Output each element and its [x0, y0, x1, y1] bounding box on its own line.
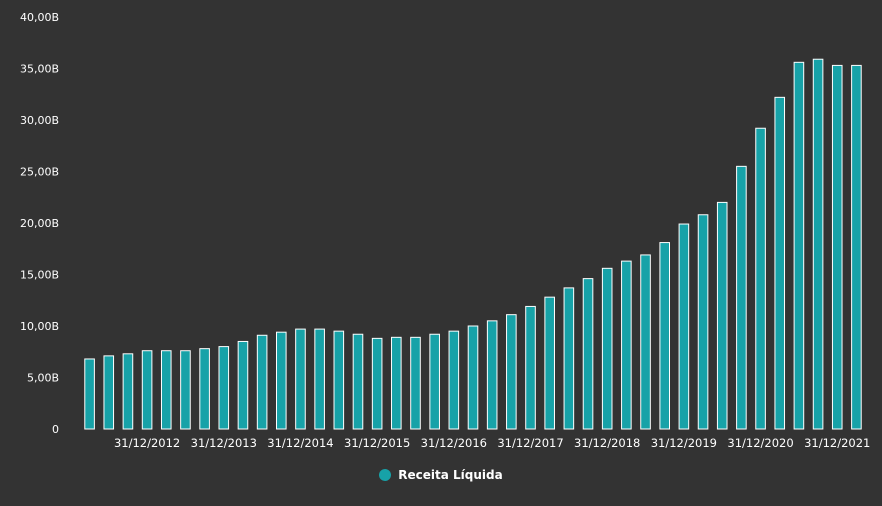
bar[interactable] — [506, 314, 517, 430]
x-tick-label: 31/12/2018 — [574, 436, 640, 450]
bar[interactable] — [429, 333, 440, 430]
bar[interactable] — [544, 296, 555, 430]
y-tick-label: 35,00B — [20, 63, 59, 76]
bar[interactable] — [103, 355, 115, 430]
y-tick-label: 30,00B — [20, 114, 59, 127]
bar[interactable] — [314, 328, 325, 430]
bar[interactable] — [716, 201, 728, 430]
bar[interactable] — [276, 331, 287, 430]
bar[interactable] — [352, 333, 364, 430]
legend-item-receita-liquida[interactable]: Receita Líquida — [379, 468, 503, 482]
bar[interactable] — [180, 350, 191, 430]
y-tick-label: 0 — [52, 423, 59, 436]
bar[interactable] — [256, 334, 268, 430]
bar[interactable] — [391, 336, 402, 430]
bar[interactable] — [601, 267, 613, 430]
bar-chart: 0 5,00B 10,00B 15,00B 20,00B 25,00B 30,00B 35,0… — [20, 11, 870, 450]
bar[interactable] — [333, 330, 345, 430]
bar[interactable] — [448, 330, 460, 430]
y-tick-label: 5,00B — [27, 372, 59, 385]
bar[interactable] — [736, 165, 747, 430]
legend-label: Receita Líquida — [398, 468, 503, 482]
bar[interactable] — [486, 320, 498, 430]
y-tick-label: 40,00B — [20, 11, 59, 24]
x-tick-label: 31/12/2013 — [191, 436, 257, 450]
bar[interactable] — [410, 336, 421, 430]
bar[interactable] — [793, 61, 805, 430]
bar[interactable] — [851, 64, 862, 430]
x-tick-label: 31/12/2020 — [727, 436, 793, 450]
x-tick-label: 31/12/2019 — [651, 436, 717, 450]
bar[interactable] — [525, 305, 536, 430]
x-tick-label: 31/12/2014 — [267, 436, 333, 450]
bar[interactable] — [563, 287, 575, 430]
bar[interactable] — [237, 340, 249, 430]
bar[interactable] — [199, 348, 210, 430]
y-tick-label: 15,00B — [20, 269, 59, 282]
bar[interactable] — [218, 346, 230, 430]
legend: Receita Líquida — [0, 468, 882, 482]
bar[interactable] — [678, 223, 690, 430]
bar[interactable] — [831, 64, 843, 430]
bar[interactable] — [371, 337, 383, 430]
bar[interactable] — [582, 278, 594, 430]
x-tick-label: 31/12/2015 — [344, 436, 410, 450]
bar[interactable] — [467, 325, 479, 430]
bar[interactable] — [697, 214, 709, 430]
bar[interactable] — [141, 350, 153, 430]
y-tick-label: 25,00B — [20, 166, 59, 179]
bar[interactable] — [659, 242, 670, 430]
x-tick-label: 31/12/2012 — [114, 436, 180, 450]
bar[interactable] — [160, 350, 172, 430]
bar[interactable] — [640, 254, 651, 430]
y-tick-label: 10,00B — [20, 320, 59, 333]
bar[interactable] — [295, 328, 306, 430]
bar[interactable] — [84, 358, 95, 430]
bar[interactable] — [774, 96, 786, 430]
bar[interactable] — [621, 260, 632, 430]
x-tick-label: 31/12/2016 — [421, 436, 487, 450]
x-tick-label: 31/12/2021 — [804, 436, 870, 450]
bar[interactable] — [812, 58, 824, 430]
legend-swatch — [379, 469, 392, 481]
bar[interactable] — [755, 127, 766, 430]
x-tick-label: 31/12/2017 — [497, 436, 563, 450]
bar[interactable] — [122, 353, 134, 430]
y-tick-label: 20,00B — [20, 217, 59, 230]
